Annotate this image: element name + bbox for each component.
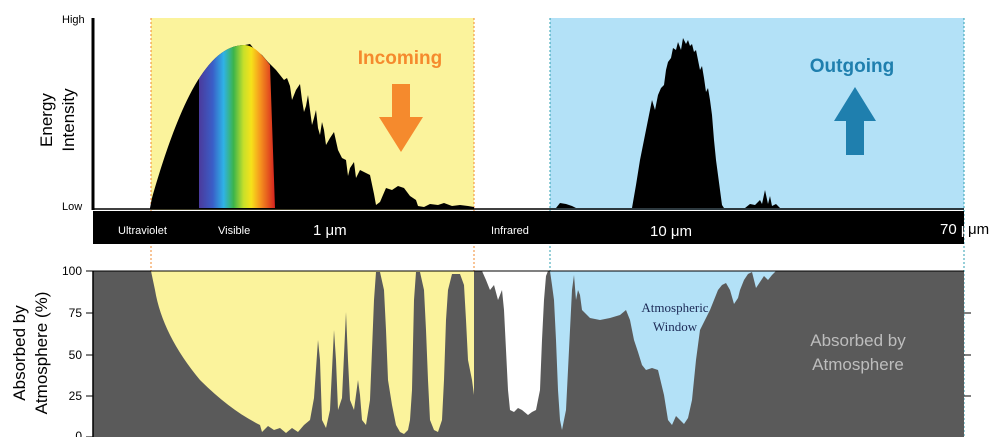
incoming-arrow-icon: [379, 84, 423, 152]
tick-70um-unit: μm: [968, 221, 989, 238]
absorbed-label-line1: Absorbed by: [810, 331, 906, 350]
tick-label-0: 0: [75, 429, 82, 437]
infrared-transmission-white: [482, 271, 548, 415]
tick-70um-label: 70 μm: [940, 221, 982, 238]
atmospheric-window-transmission: [550, 271, 776, 430]
bottom-y-axis-label-line2: Atmosphere (%): [32, 292, 51, 415]
top-y-axis-label-line2: Intensity: [59, 88, 78, 152]
tick-label-25: 25: [69, 389, 83, 403]
wavelength-bar: [93, 211, 964, 244]
high-label: High: [62, 14, 85, 26]
absorbed-label-line2: Atmosphere: [812, 355, 904, 374]
ultraviolet-label: Ultraviolet: [118, 225, 167, 237]
outgoing-arrow-icon: [834, 87, 876, 155]
atmospheric-window-label-line2: Window: [653, 319, 698, 334]
outgoing-spectrum-tail: [556, 190, 780, 208]
infrared-label: Infrared: [491, 225, 529, 237]
tick-label-100: 100: [62, 264, 82, 278]
incoming-transmission: [151, 271, 474, 434]
visible-label: Visible: [218, 225, 250, 237]
outgoing-region-top: [550, 18, 964, 210]
tick-10um-label: 10 μm: [650, 223, 692, 240]
bottom-y-ticks: [86, 270, 971, 437]
incoming-label: Incoming: [358, 48, 442, 69]
tick-label-50: 50: [69, 348, 83, 362]
low-label: Low: [62, 201, 82, 213]
top-y-axis-label-line1: Energy: [37, 93, 56, 147]
tick-1um-label: 1 μm: [313, 222, 347, 239]
visible-band: [199, 45, 275, 208]
outgoing-spectrum: [632, 38, 724, 208]
atmospheric-window-label-line1: Atmospheric: [641, 300, 708, 315]
bottom-y-axis-label-line1: Absorbed by: [10, 305, 29, 401]
tick-label-75: 75: [69, 306, 83, 320]
outgoing-label: Outgoing: [810, 56, 894, 77]
